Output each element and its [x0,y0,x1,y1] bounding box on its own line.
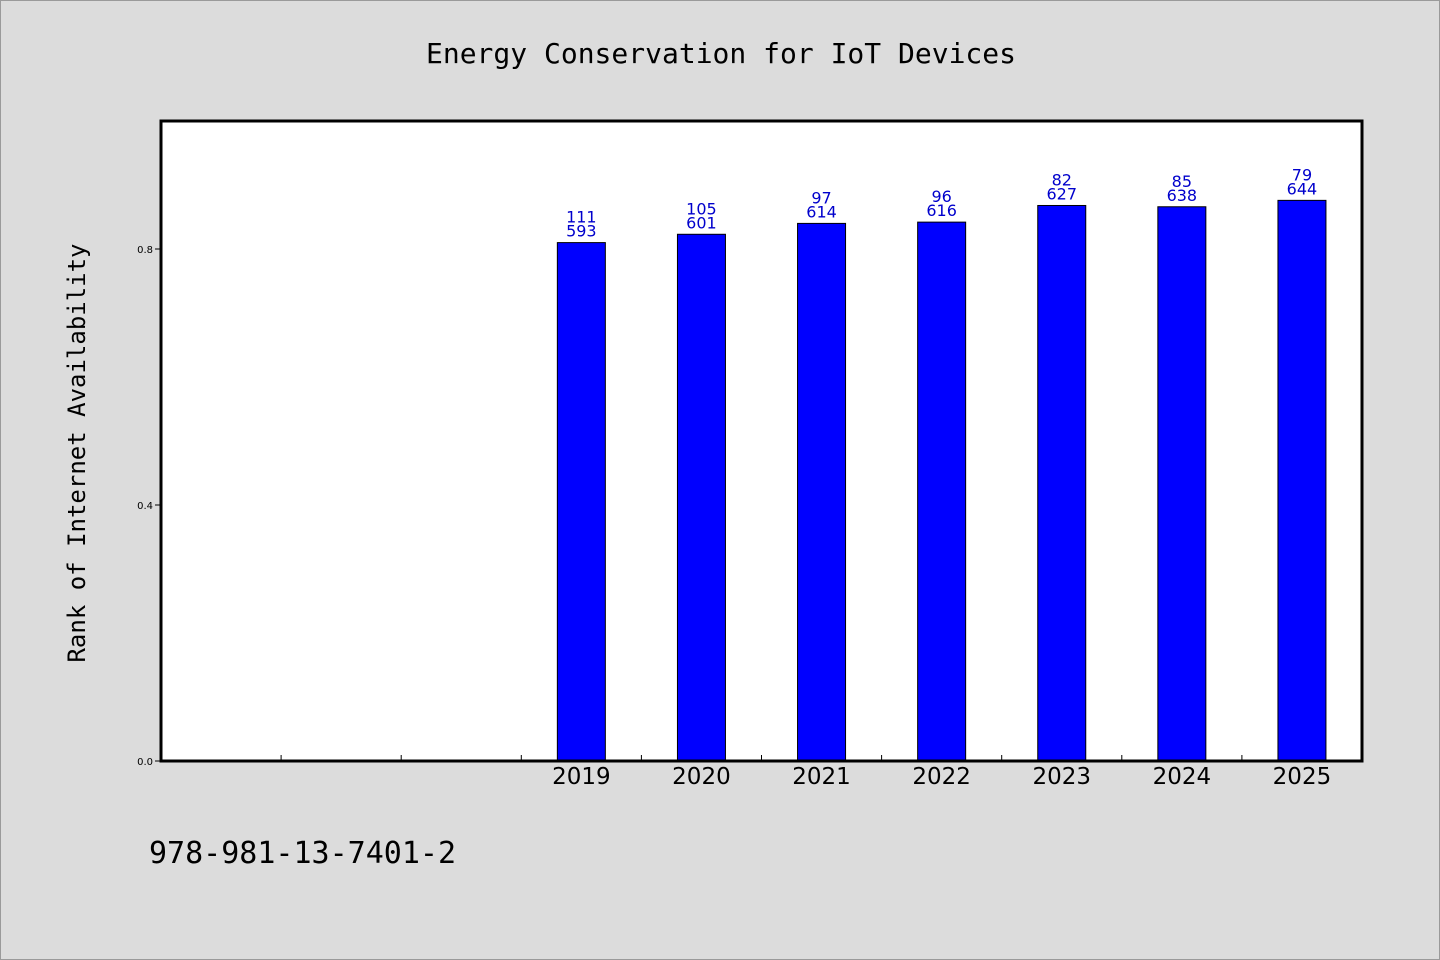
bar-2019 [556,242,606,762]
bar-label-upper: 105 [686,199,717,218]
bar-label-upper: 82 [1052,170,1072,189]
x-tick-label: 2020 [672,764,731,790]
bar-label-upper: 85 [1172,172,1192,191]
bar-2025 [1277,199,1327,762]
bars-layer [556,199,1327,762]
bar-label-lower: 593 [566,222,597,241]
bar-label-upper: 96 [931,187,951,206]
plot-frame [159,119,1364,763]
bar-label-upper: 79 [1292,165,1312,184]
y-axis-label: Rank of Internet Availability [63,243,91,662]
bar-label-upper: 111 [566,208,597,227]
x-tick-label: 2023 [1032,764,1091,790]
x-tick-label: 2021 [792,764,851,790]
y-tick-label: 0.4 [137,501,153,512]
bar-label-lower: 638 [1167,186,1198,205]
x-tick-label: 2019 [552,764,611,790]
y-tick-label: 0.8 [137,245,153,256]
y-tick-label: 0.0 [137,757,153,768]
bar-label-lower: 601 [686,213,717,232]
bar-label-lower: 644 [1287,179,1318,198]
x-tick-label: 2024 [1153,764,1212,790]
bar-2021 [797,222,847,762]
bar-label-lower: 627 [1046,184,1077,203]
x-tick-label: 2025 [1273,764,1332,790]
bar-label-lower: 614 [806,202,837,221]
x-tick-label: 2022 [912,764,971,790]
bar-label-upper: 97 [811,188,831,207]
bar-2024 [1157,206,1207,762]
chart-title: Energy Conservation for IoT Devices [426,37,1016,70]
bar-2023 [1037,204,1087,762]
footer-code: 978-981-13-7401-2 [149,836,456,871]
bar-2020 [676,233,726,762]
bar-2022 [917,221,967,762]
bar-label-lower: 616 [926,201,957,220]
